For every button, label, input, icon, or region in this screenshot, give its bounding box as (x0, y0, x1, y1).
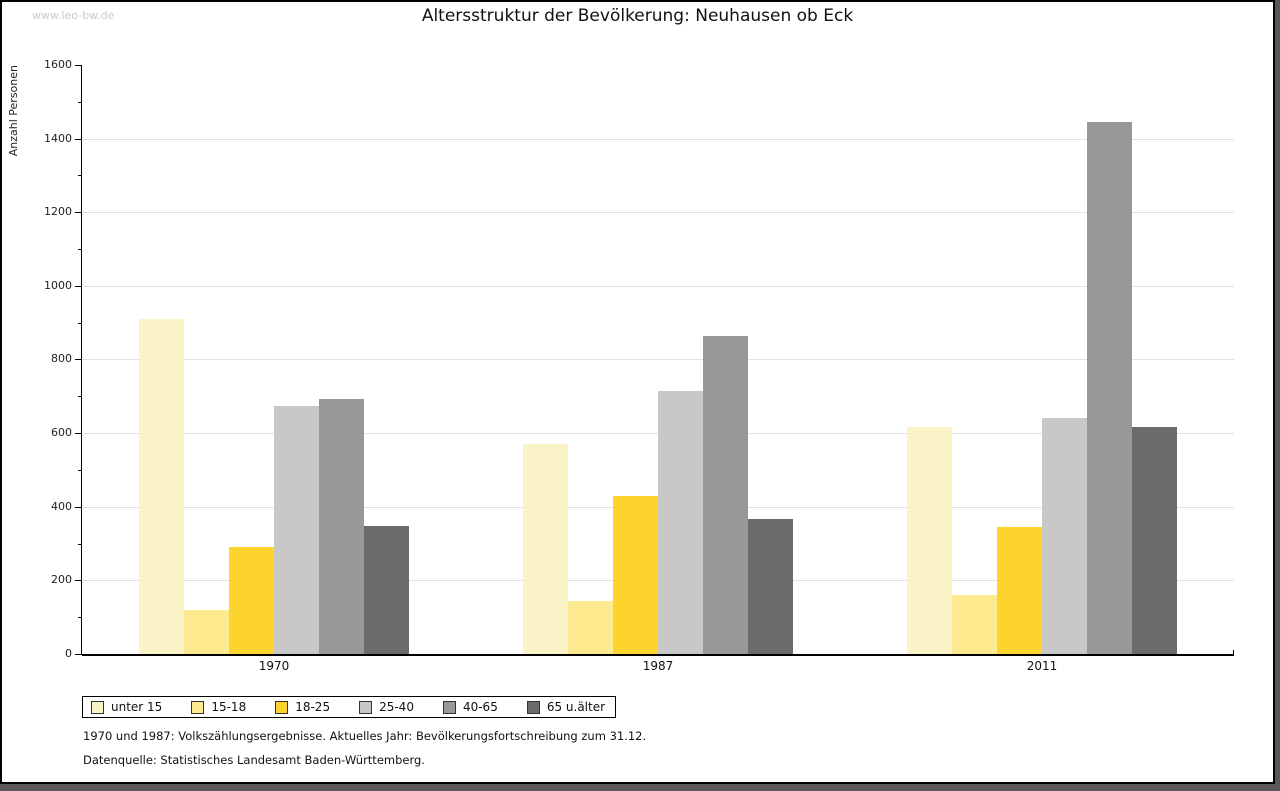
y-tick-minor (78, 470, 82, 471)
y-tick-minor (78, 617, 82, 618)
bar (1042, 418, 1087, 654)
gridline (82, 212, 1234, 213)
watermark: www.leo-bw.de (32, 9, 115, 22)
legend-item: 65 u.älter (526, 700, 606, 714)
footnote-line-1: 1970 und 1987: Volkszählungsergebnisse. … (83, 729, 647, 743)
bar (523, 444, 568, 654)
bar (952, 595, 997, 654)
bar (1087, 122, 1132, 654)
y-tick (75, 654, 82, 655)
bar (703, 336, 748, 654)
legend-swatch (526, 700, 540, 714)
y-tick-label: 200 (51, 573, 72, 586)
y-tick-minor (78, 396, 82, 397)
y-tick-label: 1600 (44, 58, 72, 71)
legend-label: 18-25 (295, 700, 331, 714)
bar (1132, 427, 1177, 654)
gridline (82, 286, 1234, 287)
legend-label: unter 15 (111, 700, 163, 714)
bar (907, 427, 952, 654)
x-axis-end-tick (1233, 650, 1234, 654)
y-tick-label: 800 (51, 352, 72, 365)
x-category-label: 1970 (258, 659, 290, 673)
footnote-line-2: Datenquelle: Statistisches Landesamt Bad… (83, 753, 425, 767)
legend-label: 25-40 (379, 700, 414, 714)
bar (364, 526, 409, 654)
bar (658, 391, 703, 654)
y-tick-label: 1200 (44, 205, 72, 218)
y-tick-minor (78, 102, 82, 103)
bar (184, 610, 229, 654)
legend-label: 15-18 (211, 700, 247, 714)
x-category-label: 2011 (1026, 659, 1058, 673)
bar (997, 527, 1042, 654)
legend-swatch (91, 700, 104, 714)
bar (613, 496, 658, 654)
gridline (82, 139, 1234, 140)
chart-title: Altersstruktur der Bevölkerung: Neuhause… (421, 6, 854, 26)
legend-swatch (191, 700, 205, 714)
bar (568, 601, 613, 654)
legend-swatch (359, 700, 373, 714)
bar (139, 319, 184, 654)
plot-area (82, 65, 1234, 654)
legend-label: 65 u.älter (546, 700, 606, 714)
y-tick (75, 433, 82, 434)
y-tick (75, 507, 82, 508)
legend-item: 25-40 (359, 700, 414, 714)
bar (274, 406, 319, 654)
y-tick (75, 580, 82, 581)
legend: unter 15 15-18 18-25 25-40 40-65 65 u.älter (82, 696, 617, 718)
legend-label: 40-65 (462, 700, 498, 714)
x-category-label: 1987 (642, 659, 674, 673)
legend-item: unter 15 (91, 700, 162, 714)
y-tick-label: 400 (51, 500, 72, 513)
legend-swatch (275, 700, 289, 714)
legend-item: 40-65 (442, 700, 498, 714)
y-tick-label: 600 (51, 426, 72, 439)
y-tick-minor (78, 323, 82, 324)
y-tick (75, 212, 82, 213)
bar (229, 547, 274, 654)
y-tick (75, 139, 82, 140)
y-tick-label: 0 (65, 647, 72, 660)
y-tick-minor (78, 249, 82, 250)
gridline (82, 359, 1234, 360)
y-tick (75, 359, 82, 360)
legend-swatch (442, 700, 456, 714)
legend-item: 18-25 (275, 700, 330, 714)
x-axis (82, 654, 1234, 656)
y-tick-minor (78, 175, 82, 176)
y-tick-label: 1000 (44, 279, 72, 292)
bar (748, 519, 793, 654)
y-tick-minor (78, 544, 82, 545)
y-tick-label: 1400 (44, 132, 72, 145)
y-tick (75, 65, 82, 66)
legend-item: 15-18 (191, 700, 246, 714)
y-tick (75, 286, 82, 287)
bar (319, 399, 364, 654)
